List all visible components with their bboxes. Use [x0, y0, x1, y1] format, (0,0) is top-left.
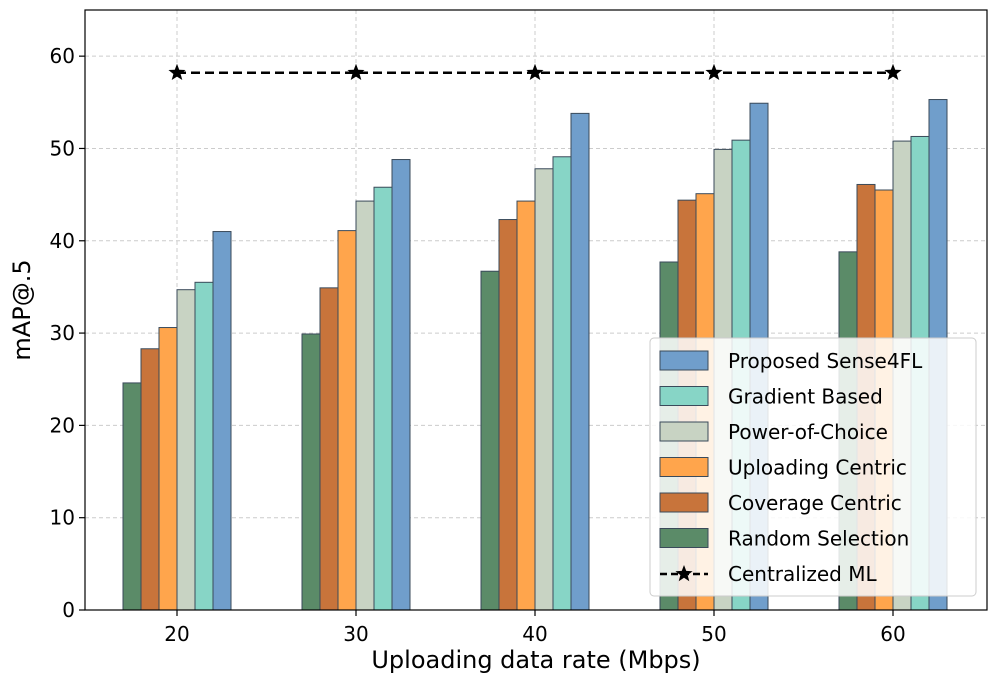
bar: [516, 200, 536, 611]
star-marker: [705, 63, 723, 81]
x-tick-label: 50: [701, 622, 726, 646]
legend-star-marker: [675, 565, 693, 582]
legend-label: Gradient Based: [728, 385, 883, 409]
star-marker: [884, 63, 902, 81]
bar: [373, 186, 393, 611]
legend-box: [649, 337, 977, 597]
legend-label: Power-of-Choice: [728, 420, 888, 444]
legend-label: Centralized ML: [728, 562, 877, 586]
bar: [176, 289, 196, 611]
bar: [301, 333, 321, 611]
star-marker: [526, 63, 544, 81]
x-tick-label: 30: [343, 622, 368, 646]
y-tick-label: 30: [50, 321, 75, 345]
bar: [480, 270, 500, 611]
axis-ticks: 0 10 20 30 40 50 60 20 30 40 50 60: [50, 44, 906, 646]
x-axis-label: Uploading data rate (Mbps): [371, 646, 700, 674]
bar: [570, 112, 590, 611]
legend-label: Uploading Centric: [728, 456, 907, 480]
y-tick-label: 20: [50, 413, 75, 437]
legend-swatch: [659, 350, 709, 371]
bar: [355, 200, 375, 611]
y-tick-label: 60: [50, 44, 75, 68]
bar: [212, 231, 232, 611]
bar: [498, 219, 518, 611]
x-tick-label: 40: [522, 622, 547, 646]
y-axis-label: mAP@.5: [8, 259, 36, 360]
y-tick-label: 50: [50, 136, 75, 160]
plot-frame: [84, 9, 988, 611]
legend-label: Proposed Sense4FL: [728, 349, 923, 373]
y-tick-label: 0: [62, 598, 75, 622]
bar: [140, 348, 160, 611]
legend: Proposed Sense4FL Gradient Based Power-of-…: [649, 337, 977, 597]
legend-label: Random Selection: [728, 527, 909, 551]
centralized-ml-line: [168, 63, 902, 81]
bar: [194, 281, 214, 611]
legend-swatch: [659, 386, 709, 406]
star-marker: [168, 63, 186, 81]
y-tick-label: 40: [50, 229, 75, 253]
star-marker: [347, 63, 365, 81]
bar: [337, 230, 357, 611]
bar: [552, 156, 572, 611]
legend-swatch: [659, 457, 709, 477]
x-tick-label: 60: [880, 622, 905, 646]
bar: [122, 382, 142, 611]
legend-label: Coverage Centric: [728, 491, 902, 515]
bar: [319, 287, 339, 611]
bar: [391, 159, 411, 611]
y-tick-label: 10: [50, 506, 75, 530]
x-tick-label: 20: [164, 622, 189, 646]
legend-swatch: [659, 421, 709, 442]
legend-swatch: [659, 492, 709, 513]
bar: [158, 327, 178, 611]
bar: [534, 168, 554, 611]
legend-swatch: [659, 528, 709, 548]
